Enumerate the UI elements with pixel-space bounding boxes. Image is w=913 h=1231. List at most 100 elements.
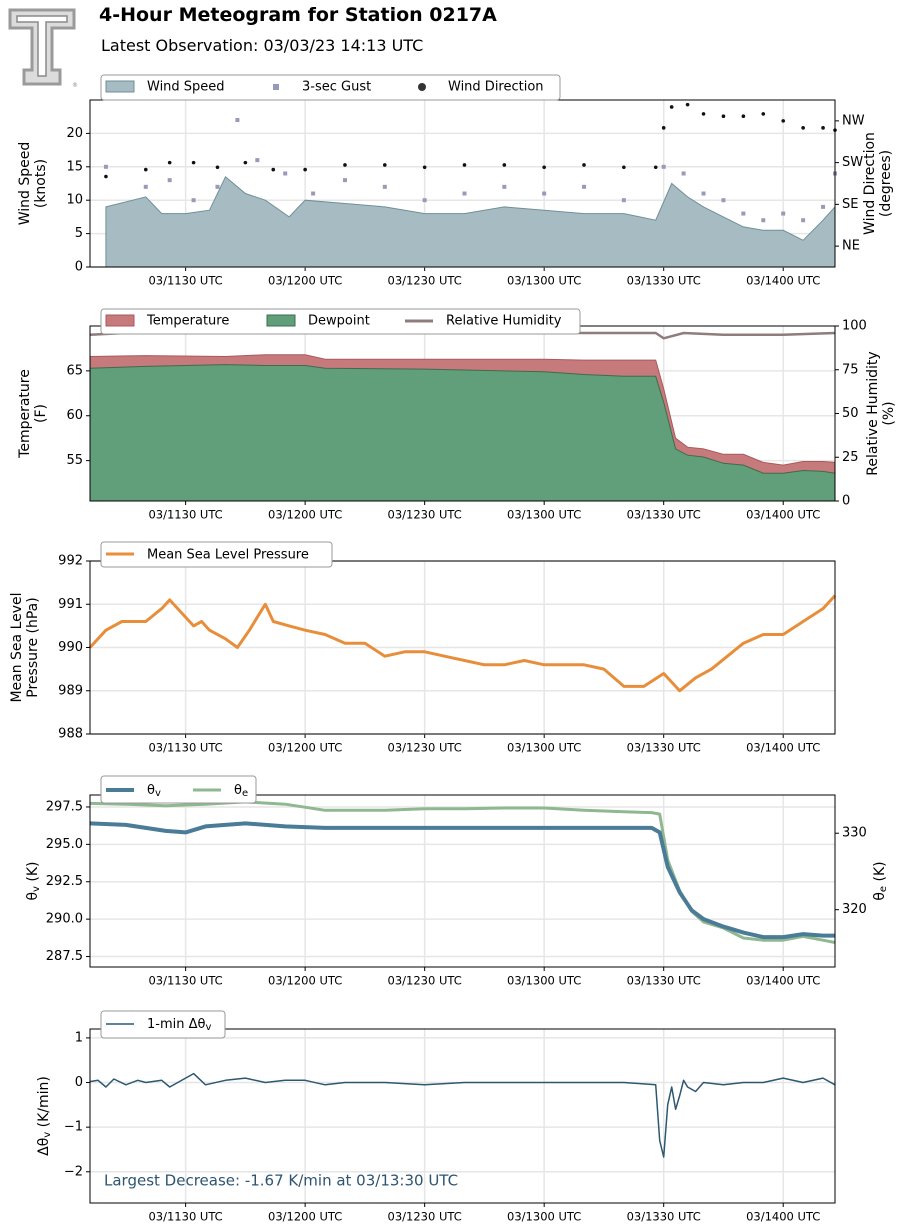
wind-y2tick-label: SE [842, 197, 858, 212]
wind-direction-point [653, 165, 658, 170]
gust-point [821, 204, 826, 209]
dtheta-axis-label: Δθv (K/min) [36, 1076, 53, 1156]
gust-point [191, 198, 196, 203]
wind-direction-point [422, 165, 427, 170]
legend-pressure-label: Mean Sea Level Pressure [147, 548, 309, 563]
wind-ytick-label: 0 [75, 260, 83, 275]
gust-point [382, 184, 387, 189]
gust-point [462, 191, 467, 196]
dtheta-xtick-label: 03/1230 UTC [388, 1210, 462, 1224]
thermo-legend [100, 308, 581, 335]
gust-point [502, 184, 507, 189]
thermo-xtick-label: 03/1130 UTC [148, 508, 222, 522]
wind-direction-point [167, 160, 172, 165]
gust-point [342, 178, 347, 183]
wind-direction-point [821, 126, 825, 130]
thermo-axis-label: (%) [881, 401, 897, 425]
wind-axis-label: (knots) [33, 159, 49, 208]
wind-direction-point [271, 167, 276, 172]
wind-ytick-label: 15 [66, 159, 83, 174]
legend-wind-speed-label: Wind Speed [147, 80, 225, 95]
legend-wind-direction-label: Wind Direction [448, 80, 544, 95]
dtheta-line [89, 1072, 836, 1158]
theta-ytick-label: 287.5 [46, 949, 83, 964]
pressure-xtick-label: 03/1300 UTC [507, 741, 581, 755]
legend-gust-label: 3-sec Gust [302, 80, 371, 95]
wind-direction-point [781, 119, 786, 123]
theta-ytick-label: 295.0 [46, 837, 83, 852]
theta-ytick-label: 290.0 [46, 912, 83, 927]
wind-ytick-label: 20 [66, 126, 83, 141]
thermo-axis-label: Relative Humidity [865, 351, 881, 475]
wind-direction-point [721, 114, 726, 119]
thermo-y2tick-label: 50 [842, 406, 859, 421]
wind-direction-point [383, 163, 387, 167]
theta-axes-frame [89, 794, 836, 968]
gust-point [422, 198, 427, 203]
theta-xtick-label: 03/1330 UTC [627, 974, 701, 988]
thermo-y2tick-label: 75 [842, 362, 859, 377]
thermo-ytick-label: 60 [66, 408, 83, 423]
gust-point [621, 198, 626, 203]
wind-ytick-label: 10 [66, 193, 83, 208]
thermo-xtick-label: 03/1330 UTC [627, 508, 701, 522]
wind-axis-label: (degrees) [878, 150, 894, 217]
gust-point [283, 171, 288, 176]
thermo-y2tick-label: 25 [842, 450, 859, 465]
legend-dewpoint-label: Dewpoint [308, 314, 370, 329]
wind-direction-point [701, 112, 706, 116]
wind-direction-point [104, 174, 108, 179]
gust-point [143, 184, 148, 189]
gust-point [721, 198, 726, 203]
thermo-xtick-label: 03/1400 UTC [746, 508, 820, 522]
dtheta-axes-frame [89, 1028, 836, 1204]
wind-direction-point [143, 167, 148, 172]
largest-decrease-annotation: Largest Decrease: -1.67 K/min at 03/13:3… [104, 1172, 458, 1190]
theta-xtick-label: 03/1200 UTC [268, 974, 342, 988]
gust-point [582, 184, 587, 189]
dtheta-xtick-label: 03/1400 UTC [746, 1210, 820, 1224]
thermo-y2tick-label: 0 [842, 494, 850, 509]
wind-speed-area [105, 176, 836, 268]
theta-ytick-label: 292.5 [46, 874, 83, 889]
pressure-axes-frame [89, 560, 836, 735]
wind-legend [100, 74, 561, 101]
gust-point [741, 211, 746, 216]
wind-direction-point [801, 126, 805, 130]
texas-tech-logo-icon: ® [8, 8, 78, 88]
gust-point [781, 211, 786, 216]
wind-direction-point [343, 163, 347, 167]
gust-point [311, 191, 316, 196]
wind-axis-label: Wind Direction [862, 132, 878, 235]
legend-temperature-label: Temperature [146, 314, 229, 329]
pressure-axis-label: Pressure (hPa) [25, 597, 41, 697]
thermo-y2tick-label: 100 [842, 319, 867, 334]
theta-v-line [89, 821, 835, 940]
svg-text:®: ® [72, 82, 78, 88]
dtheta-legend [100, 1010, 226, 1039]
wind-xtick-label: 03/1400 UTC [746, 274, 820, 288]
legend-dewpoint-swatch [266, 314, 296, 327]
wind-direction-point [661, 126, 666, 130]
gust-point [761, 218, 766, 223]
theta-xtick-label: 03/1130 UTC [148, 974, 222, 988]
theta-e-axis-label: θe (K) [872, 861, 889, 900]
thermo-xtick-label: 03/1300 UTC [507, 508, 581, 522]
dtheta-ytick-label: 1 [75, 1030, 83, 1045]
legend-theta-e-label: θe [234, 783, 248, 800]
wind-xtick-label: 03/1230 UTC [388, 274, 462, 288]
wind-direction-point [622, 165, 626, 170]
gust-point [801, 218, 806, 223]
thermo-axis-label: Temperature [17, 369, 33, 459]
legend-temperature-swatch [105, 314, 135, 327]
pressure-ytick-label: 988 [58, 727, 83, 742]
gust-point [661, 164, 666, 169]
pressure-ytick-label: 992 [58, 554, 83, 569]
gust-point [701, 191, 706, 196]
theta-legend [100, 775, 257, 804]
wind-xtick-label: 03/1300 UTC [507, 274, 581, 288]
wind-direction-point [761, 112, 766, 116]
wind-ytick-label: 5 [75, 226, 83, 241]
theta-y2tick-label: 320 [842, 902, 867, 917]
